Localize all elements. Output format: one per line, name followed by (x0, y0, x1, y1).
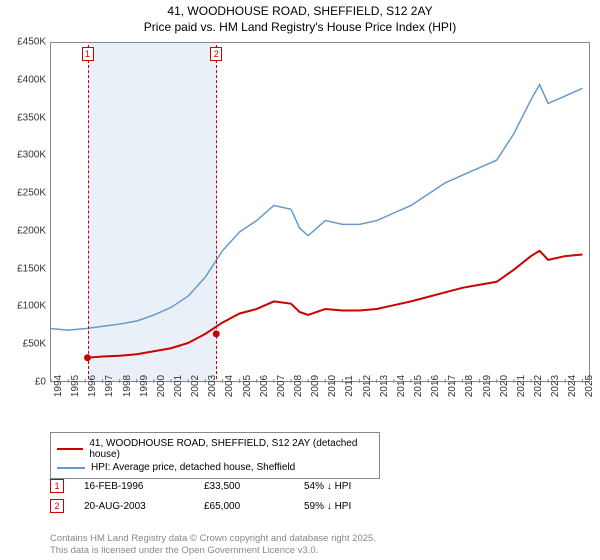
y-tick-label: £200K (17, 225, 46, 236)
y-tick-label: £300K (17, 150, 46, 161)
transaction-date: 20-AUG-2003 (84, 501, 184, 512)
x-tick-label: 1996 (87, 375, 98, 397)
x-tick-label: 2023 (550, 375, 561, 397)
x-tick-label: 1994 (53, 375, 64, 397)
transaction-date: 16-FEB-1996 (84, 481, 184, 492)
chart-area: 12 (50, 42, 590, 382)
x-tick-label: 1999 (139, 375, 150, 397)
marker-box: 2 (210, 47, 222, 61)
x-tick-label: 2016 (430, 375, 441, 397)
y-tick-label: £400K (17, 74, 46, 85)
title-address: 41, WOODHOUSE ROAD, SHEFFIELD, S12 2AY (0, 4, 600, 20)
transaction-row: 1 16-FEB-1996 £33,500 54% ↓ HPI (50, 476, 590, 496)
x-tick-label: 2007 (276, 375, 287, 397)
x-tick-label: 2011 (344, 375, 355, 397)
y-tick-label: £450K (17, 37, 46, 48)
title-subtitle: Price paid vs. HM Land Registry's House … (0, 20, 600, 36)
series-hpi (51, 85, 582, 331)
x-tick-label: 2019 (482, 375, 493, 397)
transaction-price: £65,000 (204, 501, 284, 512)
transaction-diff: 54% ↓ HPI (304, 481, 384, 492)
x-tick-label: 2006 (259, 375, 270, 397)
y-tick-label: £0 (35, 377, 46, 388)
marker-line (88, 45, 89, 379)
x-tick-label: 2015 (413, 375, 424, 397)
y-tick-label: £100K (17, 301, 46, 312)
attribution: Contains HM Land Registry data © Crown c… (50, 533, 376, 556)
marker-line (216, 45, 217, 379)
x-axis: 1994199519961997199819992000200120022003… (50, 382, 590, 432)
transaction-id-box: 1 (50, 479, 64, 493)
legend-label: HPI: Average price, detached house, Shef… (91, 462, 295, 473)
chart-plot: 12 (50, 42, 590, 382)
x-tick-label: 2014 (396, 375, 407, 397)
x-tick-label: 2002 (190, 375, 201, 397)
chart-title: 41, WOODHOUSE ROAD, SHEFFIELD, S12 2AY P… (0, 0, 600, 35)
legend-swatch (57, 448, 83, 450)
legend: 41, WOODHOUSE ROAD, SHEFFIELD, S12 2AY (… (50, 432, 380, 479)
transaction-diff: 59% ↓ HPI (304, 501, 384, 512)
y-tick-label: £150K (17, 263, 46, 274)
legend-swatch (57, 467, 85, 469)
x-tick-label: 2020 (499, 375, 510, 397)
transaction-row: 2 20-AUG-2003 £65,000 59% ↓ HPI (50, 496, 590, 516)
x-tick-label: 1995 (70, 375, 81, 397)
x-tick-label: 2021 (516, 375, 527, 397)
x-tick-label: 2004 (224, 375, 235, 397)
x-tick-label: 2024 (567, 375, 578, 397)
x-tick-label: 2010 (327, 375, 338, 397)
x-tick-label: 2005 (242, 375, 253, 397)
y-axis: £0£50K£100K£150K£200K£250K£300K£350K£400… (0, 42, 50, 382)
x-tick-label: 1998 (122, 375, 133, 397)
y-tick-label: £50K (23, 339, 46, 350)
attribution-line1: Contains HM Land Registry data © Crown c… (50, 533, 376, 544)
transaction-price: £33,500 (204, 481, 284, 492)
transaction-id-box: 2 (50, 499, 64, 513)
x-tick-label: 2009 (310, 375, 321, 397)
legend-item: 41, WOODHOUSE ROAD, SHEFFIELD, S12 2AY (… (57, 437, 373, 461)
x-tick-label: 2018 (464, 375, 475, 397)
transaction-table: 1 16-FEB-1996 £33,500 54% ↓ HPI 2 20-AUG-2003… (50, 476, 590, 516)
x-tick-label: 2013 (379, 375, 390, 397)
y-tick-label: £250K (17, 188, 46, 199)
chart-svg (51, 43, 591, 383)
x-tick-label: 2017 (447, 375, 458, 397)
attribution-line2: This data is licensed under the Open Gov… (50, 545, 376, 556)
marker-box: 1 (82, 47, 94, 61)
legend-label: 41, WOODHOUSE ROAD, SHEFFIELD, S12 2AY (… (89, 438, 373, 460)
x-tick-label: 2008 (293, 375, 304, 397)
y-tick-label: £350K (17, 112, 46, 123)
series-property (88, 251, 583, 358)
x-tick-label: 2012 (362, 375, 373, 397)
x-tick-label: 2025 (584, 375, 595, 397)
legend-item: HPI: Average price, detached house, Shef… (57, 461, 373, 474)
x-tick-label: 2003 (207, 375, 218, 397)
x-tick-label: 2001 (173, 375, 184, 397)
x-tick-label: 2000 (156, 375, 167, 397)
x-tick-label: 1997 (104, 375, 115, 397)
x-tick-label: 2022 (533, 375, 544, 397)
